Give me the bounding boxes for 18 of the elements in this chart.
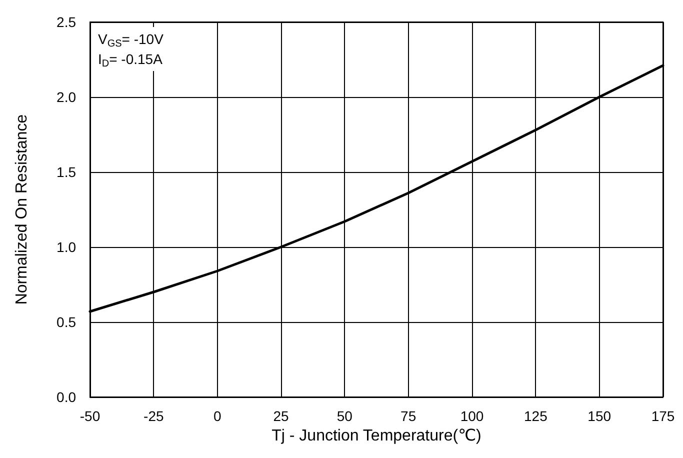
x-tick-label: 75: [400, 408, 416, 424]
y-tick-label: 2.0: [56, 89, 76, 105]
x-tick-label: 175: [651, 408, 675, 424]
y-tick-label: 0.5: [56, 314, 76, 330]
y-axis-title: Normalized On Resistance: [14, 114, 30, 305]
x-tick-label: 50: [336, 408, 353, 424]
x-tick-label: -25: [144, 408, 164, 424]
y-tick-label: 2.5: [56, 14, 76, 30]
x-tick-label: 25: [273, 408, 289, 424]
x-tick-label: -50: [80, 408, 100, 424]
y-tick-label: 1.0: [56, 239, 76, 255]
x-tick-label: 100: [460, 408, 484, 424]
y-tick-label: 1.5: [56, 164, 76, 180]
x-tick-label: 150: [588, 408, 612, 424]
x-axis-title: Tj - Junction Temperature(℃): [272, 427, 482, 444]
x-tick-label: 0: [213, 408, 222, 424]
x-tick-label: 125: [524, 408, 548, 424]
y-tick-label: 0.0: [56, 389, 76, 405]
